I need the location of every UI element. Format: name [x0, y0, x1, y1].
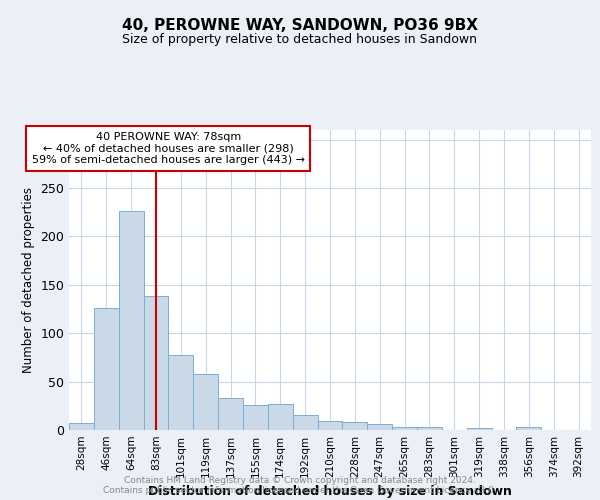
Bar	[193, 374, 218, 430]
Bar	[143, 296, 169, 430]
Bar	[94, 308, 119, 430]
Bar	[343, 422, 367, 430]
Bar	[392, 427, 417, 430]
Text: 40 PEROWNE WAY: 78sqm
← 40% of detached houses are smaller (298)
59% of semi-det: 40 PEROWNE WAY: 78sqm ← 40% of detached …	[32, 132, 305, 165]
Bar	[317, 422, 343, 430]
Bar	[69, 423, 94, 430]
Bar	[243, 405, 268, 430]
Bar	[367, 424, 392, 430]
Bar	[218, 398, 243, 430]
Bar	[517, 427, 541, 430]
Bar	[293, 416, 317, 430]
Bar	[268, 404, 293, 430]
Bar	[417, 427, 442, 430]
Text: Size of property relative to detached houses in Sandown: Size of property relative to detached ho…	[122, 32, 478, 46]
Text: 40, PEROWNE WAY, SANDOWN, PO36 9BX: 40, PEROWNE WAY, SANDOWN, PO36 9BX	[122, 18, 478, 32]
Text: Contains HM Land Registry data © Crown copyright and database right 2024.: Contains HM Land Registry data © Crown c…	[124, 476, 476, 485]
Y-axis label: Number of detached properties: Number of detached properties	[22, 187, 35, 373]
Bar	[467, 428, 491, 430]
Bar	[119, 212, 143, 430]
Bar	[169, 354, 193, 430]
Text: Contains public sector information licensed under the Open Government Licence v3: Contains public sector information licen…	[103, 486, 497, 495]
X-axis label: Distribution of detached houses by size in Sandown: Distribution of detached houses by size …	[148, 486, 512, 498]
